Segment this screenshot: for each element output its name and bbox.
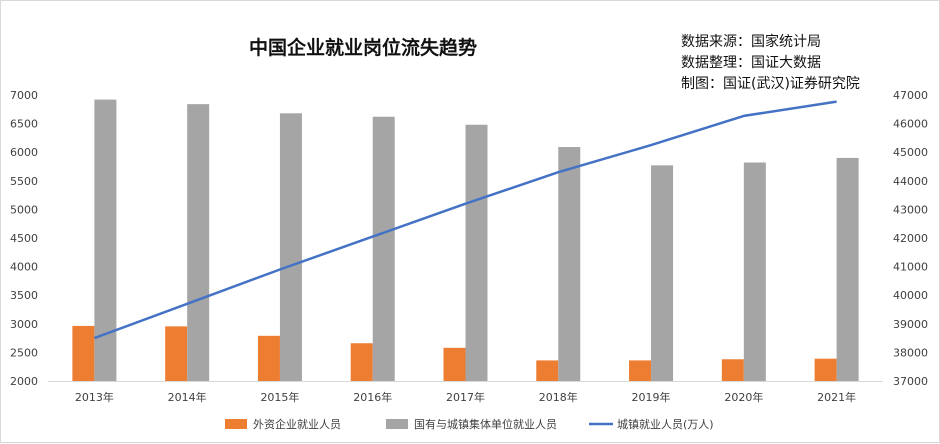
bar-foreign [72,325,95,381]
chart-title: 中国企业就业岗位流失趋势 [249,37,478,59]
y-left-tick-label: 7000 [10,89,38,102]
bar-foreign [629,360,652,381]
bar-state [836,157,859,381]
bar-foreign [257,335,280,381]
bar-state [465,124,488,381]
bar-state [558,147,581,381]
y-left-tick-label: 3500 [10,289,38,302]
y-right-tick-label: 41000 [893,261,928,274]
y-left-tick-label: 4500 [10,232,38,245]
y-right-tick-label: 45000 [893,146,928,159]
y-right-tick-label: 42000 [893,232,928,245]
source-line-2: 数据整理：国证大数据 [681,55,821,71]
source-line-3: 制图：国证(武汉)证券研究院 [681,76,860,92]
y-left-tick-label: 5000 [10,203,38,216]
bar-state [651,165,674,381]
legend-swatch [386,419,408,429]
source-line-1: 数据来源：国家统计局 [681,34,821,50]
y-right-tick-label: 44000 [893,175,928,188]
x-tick-label: 2016年 [353,390,392,404]
x-tick-label: 2013年 [75,390,114,404]
y-right-tick-label: 39000 [893,318,928,331]
y-left-tick-label: 6500 [10,118,38,131]
bar-foreign [721,359,744,381]
bar-foreign [443,347,466,381]
legend-label: 城镇就业人员(万人) [617,417,714,431]
x-tick-label: 2018年 [539,390,578,404]
y-right-tick-label: 47000 [893,89,928,102]
x-tick-label: 2019年 [632,390,671,404]
y-left-tick-label: 6000 [10,146,38,159]
y-right-tick-label: 37000 [893,375,928,388]
x-tick-label: 2021年 [817,390,856,404]
legend-label: 外资企业就业人员 [253,417,341,431]
y-left-tick-label: 3000 [10,318,38,331]
x-tick-label: 2020年 [724,390,763,404]
x-tick-label: 2017年 [446,390,485,404]
legend-label: 国有与城镇集体单位就业人员 [414,417,557,431]
y-right-tick-label: 38000 [893,346,928,359]
y-right-tick-label: 46000 [893,118,928,131]
bar-foreign [350,343,373,381]
bar-state [187,104,210,381]
y-right-tick-label: 43000 [893,203,928,216]
y-left-tick-label: 5500 [10,175,38,188]
line-urban-employment [93,100,837,340]
bar-state [94,99,117,382]
legend-swatch [225,419,247,429]
bar-state [279,113,302,381]
bar-foreign [814,358,837,381]
bar-state [743,162,766,381]
bar-state [372,116,395,382]
y-left-tick-label: 2000 [10,375,38,388]
bar-foreign [536,360,559,381]
y-right-tick-label: 40000 [893,289,928,302]
y-left-tick-label: 2500 [10,346,38,359]
bar-foreign [165,326,188,381]
y-left-tick-label: 4000 [10,261,38,274]
x-tick-label: 2015年 [260,390,299,404]
x-tick-label: 2014年 [168,390,207,404]
